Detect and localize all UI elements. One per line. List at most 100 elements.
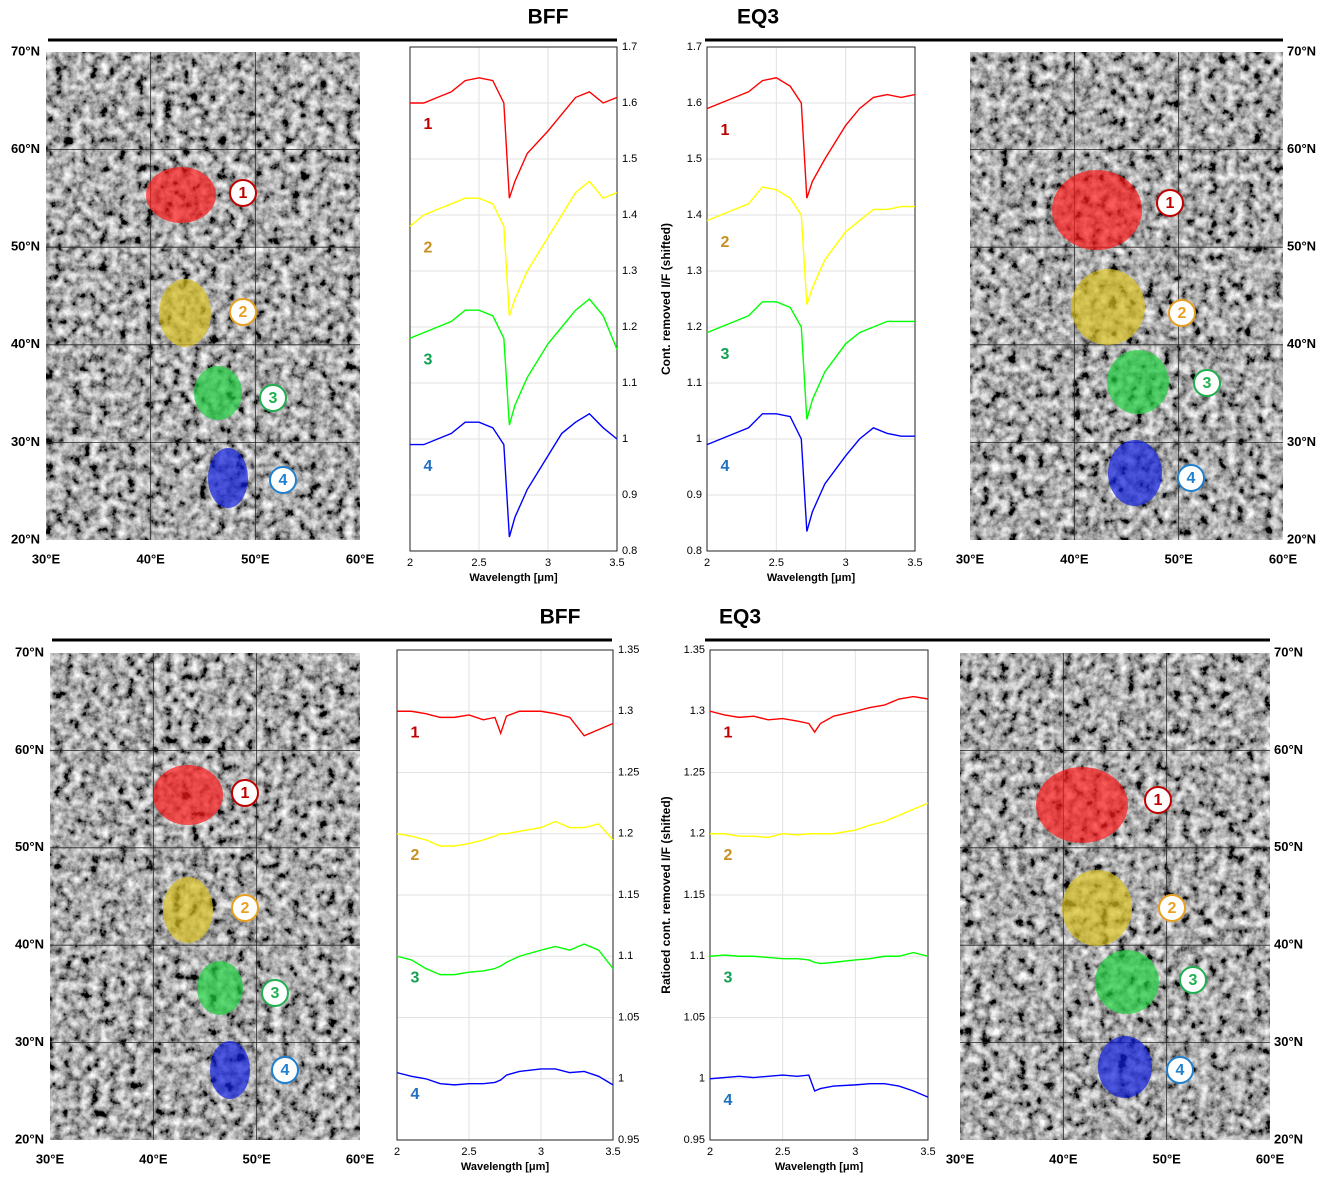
y-tick-label: 1.5 — [622, 153, 637, 165]
lat-label: 50°N — [11, 239, 40, 254]
region-label: 2 — [1168, 900, 1177, 917]
series-label: 2 — [424, 239, 433, 256]
y-tick-label: 1.3 — [690, 705, 705, 717]
region — [1108, 440, 1162, 506]
series-label: 4 — [721, 458, 730, 475]
region-label: 2 — [239, 304, 248, 321]
spectrum-line — [396, 943, 614, 976]
lon-label: 30°E — [946, 1151, 975, 1166]
y-tick-label: 1.3 — [618, 705, 633, 717]
lon-label: 60°E — [346, 551, 375, 566]
spectrum-line — [709, 951, 929, 965]
y-axis-label: Ratioed cont. removed I/F (shifted) — [659, 796, 673, 993]
lon-label: 40°E — [136, 551, 165, 566]
region — [146, 167, 216, 223]
spectrum-line — [710, 802, 929, 839]
region-badge — [229, 179, 257, 207]
x-axis-label: Wavelength [μm] — [469, 572, 558, 584]
y-axis-label: Cont. removed I/F (shifted) — [659, 223, 673, 375]
lat-label: 20°N — [11, 531, 40, 546]
region — [1095, 950, 1159, 1014]
spectrum-line — [396, 1068, 614, 1086]
region-label: 1 — [239, 185, 248, 202]
y-tick-label: 1.05 — [684, 1011, 705, 1023]
lon-label: 40°E — [139, 1151, 168, 1166]
region-badge — [259, 384, 287, 412]
x-tick-label: 2 — [707, 1146, 713, 1158]
y-tick-label: 1.25 — [618, 766, 639, 778]
spectrum-line — [709, 695, 929, 734]
lat-label: 40°N — [1287, 336, 1316, 351]
plot-frame — [396, 649, 614, 1141]
lat-label: 40°N — [1274, 937, 1303, 952]
region — [210, 1041, 250, 1099]
y-tick-label: 1.35 — [684, 644, 705, 656]
y-tick-label: 1.2 — [690, 828, 705, 840]
region-badge — [1144, 786, 1172, 814]
plot-area — [410, 47, 617, 551]
x-tick-label: 2.5 — [461, 1146, 476, 1158]
y-tick-label: 0.8 — [622, 545, 637, 557]
y-tick-label: 1.3 — [687, 265, 702, 277]
lat-label: 60°N — [1287, 141, 1316, 156]
chart-title: BFF — [540, 606, 581, 629]
region — [197, 961, 243, 1015]
region — [208, 448, 248, 508]
x-tick-label: 3 — [852, 1146, 858, 1158]
series-label: 4 — [424, 458, 433, 475]
series-label: 2 — [411, 847, 420, 864]
region-label: 4 — [1187, 470, 1196, 487]
lat-label: 40°N — [11, 336, 40, 351]
lat-label: 20°N — [1287, 531, 1316, 546]
y-tick-label: 0.9 — [687, 489, 702, 501]
spectrum-line — [409, 298, 618, 426]
lat-label: 50°N — [1274, 839, 1303, 854]
y-tick-label: 1.6 — [622, 97, 637, 109]
series-label: 3 — [724, 969, 733, 986]
x-tick-label: 2 — [704, 557, 710, 569]
series-label: 1 — [721, 122, 730, 139]
spectrum-line — [706, 77, 916, 199]
y-tick-label: 1.3 — [622, 265, 637, 277]
region — [1071, 269, 1145, 345]
spectrum-line — [409, 180, 618, 317]
series-label: 2 — [721, 234, 730, 251]
region — [1098, 1036, 1152, 1098]
plot-frame — [709, 649, 929, 1141]
region — [153, 765, 223, 825]
series-label: 2 — [724, 847, 733, 864]
y-tick-label: 1 — [622, 433, 628, 445]
y-tick-label: 1.2 — [622, 321, 637, 333]
region-label: 2 — [1178, 305, 1187, 322]
lat-label: 30°N — [1287, 434, 1316, 449]
x-tick-label: 2.5 — [769, 557, 784, 569]
x-tick-label: 3.5 — [907, 557, 922, 569]
spectrum-line — [706, 301, 915, 420]
lon-label: 50°E — [1152, 1151, 1181, 1166]
region-label: 3 — [271, 985, 280, 1002]
region-label: 4 — [281, 1062, 290, 1079]
region-badge — [269, 466, 297, 494]
region-label: 1 — [1166, 195, 1175, 212]
spectrum-line — [706, 186, 915, 305]
y-tick-label: 1.15 — [618, 889, 639, 901]
series-label: 3 — [411, 969, 420, 986]
lat-label: 50°N — [1287, 239, 1316, 254]
spectrum-line — [396, 820, 614, 847]
region-label: 3 — [1189, 972, 1198, 989]
region-badge — [1158, 894, 1186, 922]
lat-label: 20°N — [1274, 1131, 1303, 1146]
region — [1052, 170, 1142, 250]
spectrum-line — [410, 412, 618, 538]
lon-label: 50°E — [241, 551, 270, 566]
lat-label: 30°N — [11, 434, 40, 449]
lon-label: 30°E — [32, 551, 61, 566]
y-tick-label: 0.9 — [622, 489, 637, 501]
y-tick-label: 1.4 — [622, 209, 637, 221]
chart-title: BFF — [528, 6, 569, 29]
lat-label: 60°N — [15, 742, 44, 757]
lat-label: 30°N — [1274, 1034, 1303, 1049]
region — [1036, 767, 1128, 843]
lon-label: 30°E — [956, 551, 985, 566]
x-axis-label: Wavelength [μm] — [767, 572, 856, 584]
